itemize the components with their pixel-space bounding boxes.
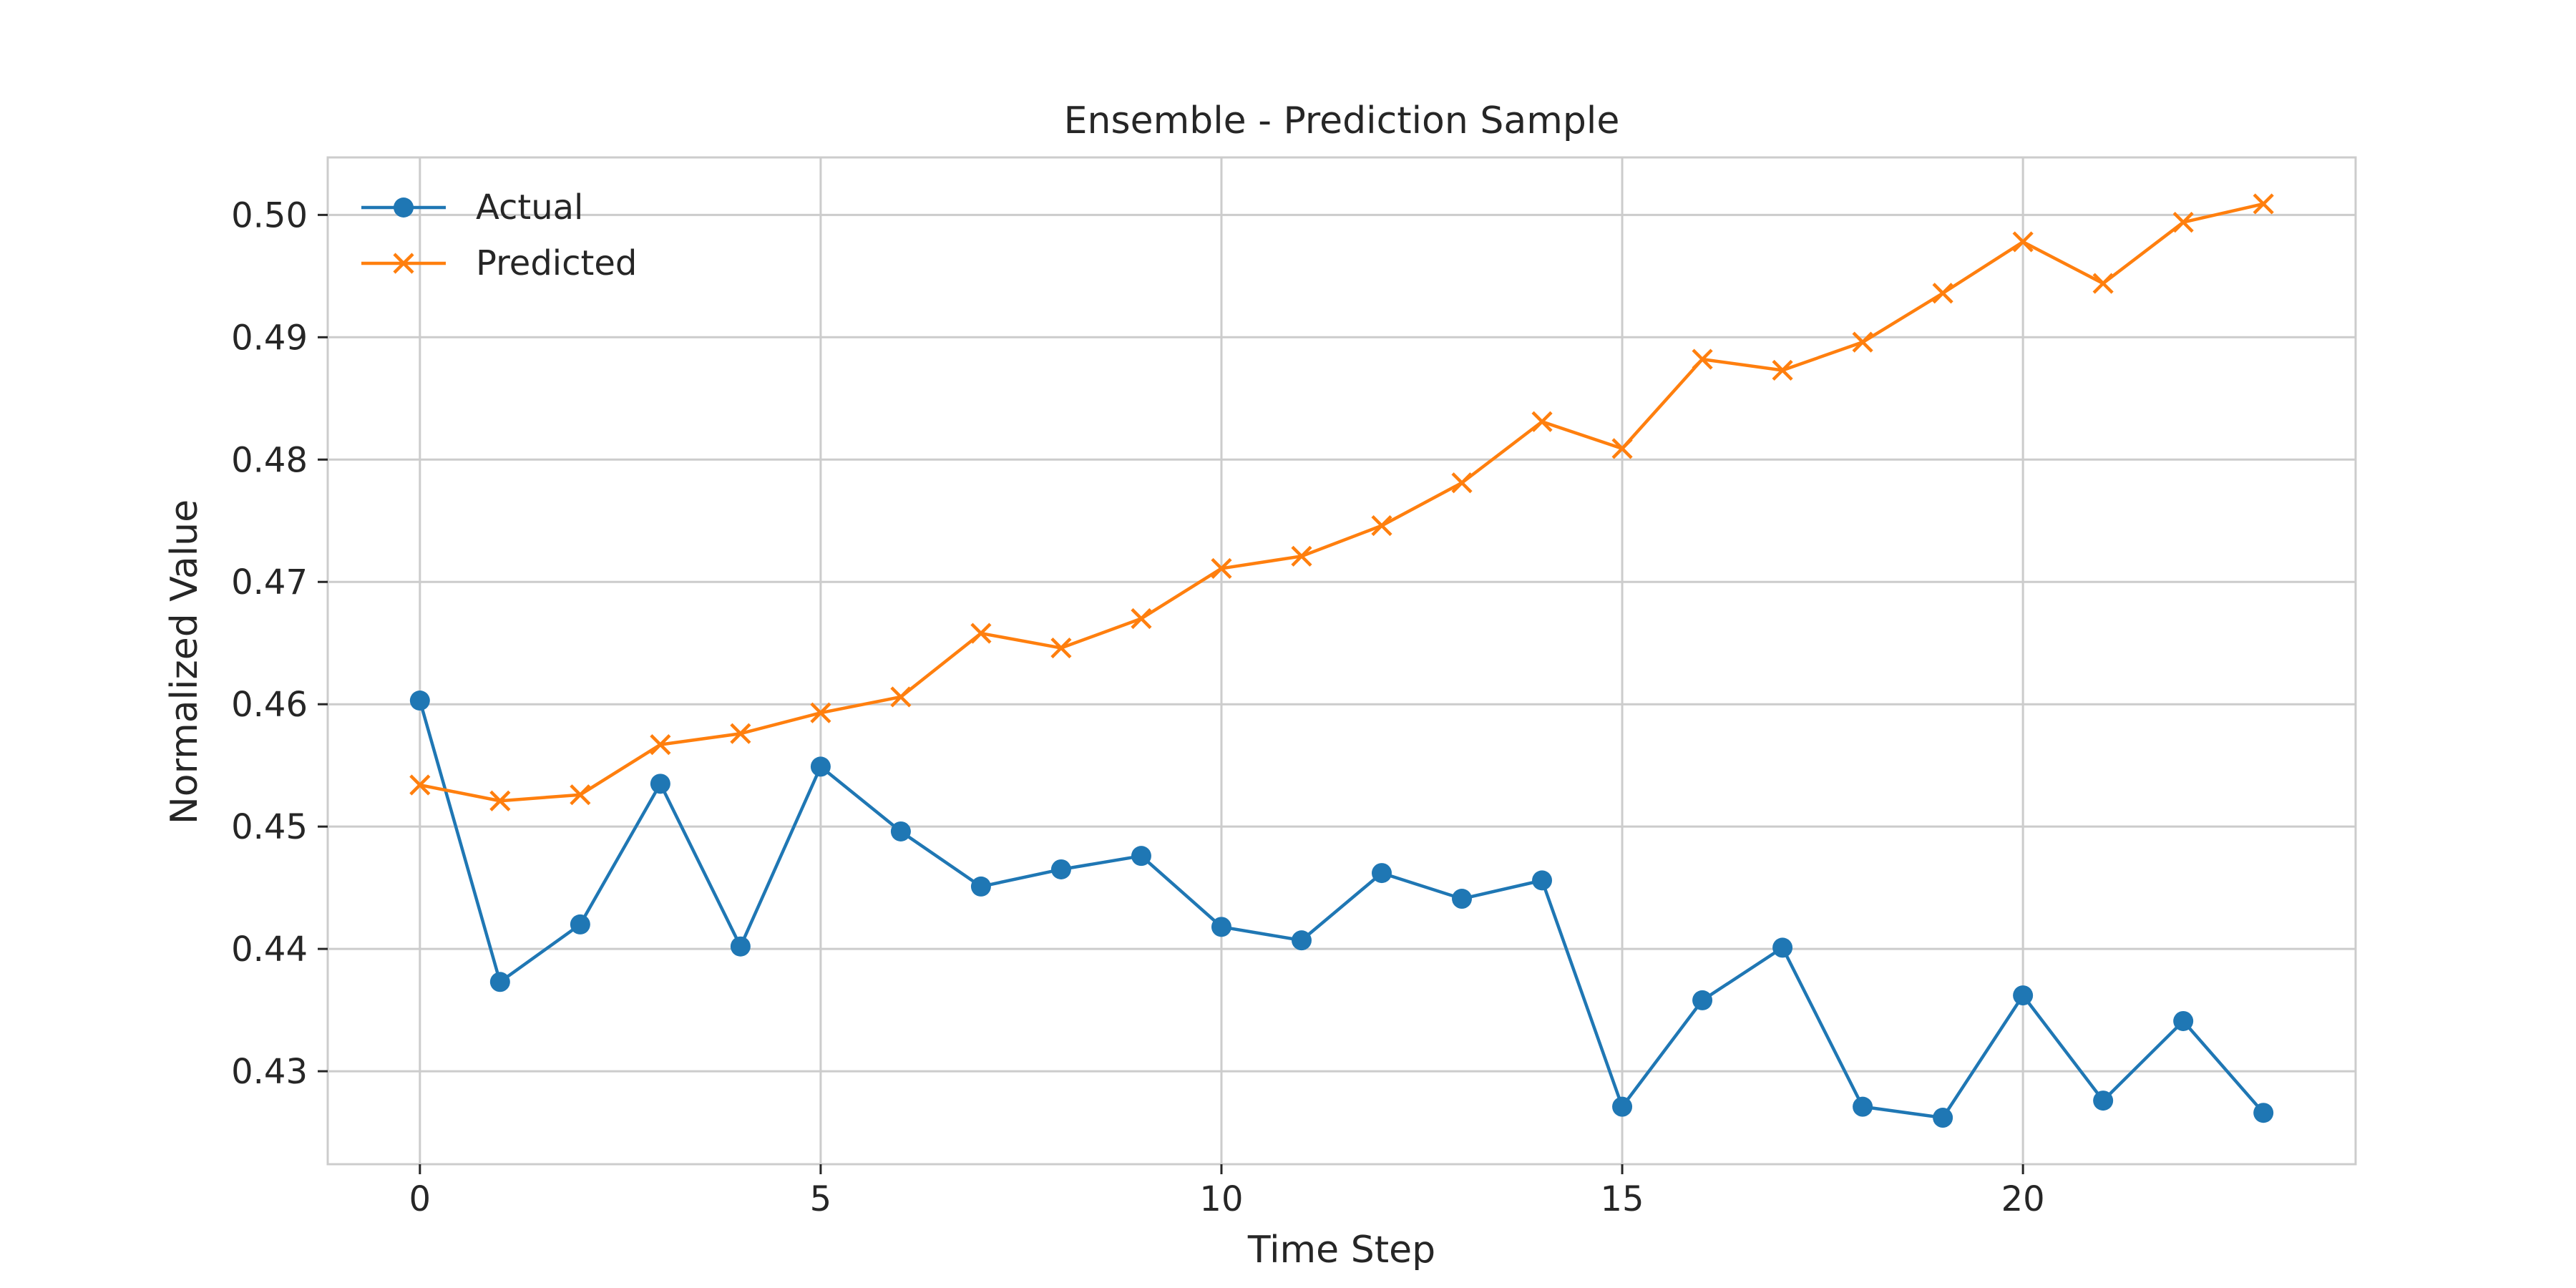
x-axis-label: Time Step (1247, 1229, 1435, 1272)
data-point-predicted (810, 702, 831, 723)
x-tick-label: 0 (409, 1179, 431, 1219)
data-point-predicted (890, 686, 912, 708)
data-point-actual (1050, 859, 1071, 879)
data-point-actual (1692, 990, 1713, 1010)
data-point-predicted (970, 623, 992, 644)
data-point-actual (570, 914, 590, 935)
data-point-actual (2093, 1091, 2114, 1111)
data-point-actual (810, 756, 831, 777)
data-point-actual (1291, 930, 1312, 951)
data-point-actual (1933, 1108, 1953, 1128)
x-tick-label: 20 (2001, 1179, 2045, 1219)
data-point-actual (2013, 985, 2034, 1006)
data-point-actual (730, 936, 751, 957)
plot-area-frame (326, 156, 2357, 1166)
y-axis-label: Normalized Value (163, 499, 206, 824)
x-tick-label: 5 (810, 1179, 832, 1219)
data-point-predicted (1050, 637, 1072, 659)
data-point-predicted (2172, 212, 2194, 233)
y-tick-label: 0.48 (231, 440, 308, 480)
data-point-predicted (1852, 331, 1873, 353)
data-point-predicted (409, 774, 431, 796)
data-point-actual (1131, 846, 1151, 867)
data-point-actual (489, 972, 510, 992)
data-point-predicted (1131, 608, 1152, 630)
data-point-predicted (730, 723, 751, 744)
data-point-actual (650, 774, 670, 794)
grid (328, 157, 2356, 1164)
data-point-predicted (1371, 514, 1392, 537)
data-point-actual (1772, 937, 1793, 958)
legend-label-predicted: Predicted (476, 243, 637, 283)
data-point-predicted (650, 734, 671, 756)
y-tick-label: 0.43 (231, 1052, 308, 1092)
axis-ticks: 0 5 10 15 20 0.43 0.44 0.45 0.46 0.47 0.48 0.49 0.50 (231, 195, 2045, 1219)
y-tick-label: 0.49 (231, 318, 308, 358)
data-point-predicted (1611, 438, 1633, 459)
data-point-predicted (1692, 348, 1713, 370)
series-line-actual (418, 700, 2265, 1120)
data-point-actual (1211, 917, 1231, 937)
data-point-actual (1372, 863, 1392, 884)
data-point-predicted (1451, 472, 1473, 494)
data-point-actual (2173, 1010, 2194, 1031)
data-point-predicted (2092, 273, 2114, 294)
data-point-actual (970, 876, 991, 897)
data-point-actual (409, 691, 430, 711)
y-tick-label: 0.44 (231, 930, 308, 970)
legend-marker-predicted (393, 253, 414, 274)
chart-title: Ensemble - Prediction Sample (1064, 99, 1620, 142)
data-point-predicted (1772, 359, 1793, 381)
y-tick-label: 0.47 (231, 562, 308, 602)
y-tick-label: 0.50 (231, 195, 308, 235)
series-line-predicted (419, 202, 2264, 803)
data-point-actual (2253, 1103, 2274, 1123)
data-point-predicted (1932, 283, 1953, 304)
legend-item-predicted: Predicted (361, 243, 637, 283)
data-point-actual (1532, 870, 1553, 891)
data-point-predicted (1291, 545, 1312, 567)
data-point-predicted (2012, 231, 2034, 253)
data-point-actual (890, 821, 911, 841)
data-point-predicted (1211, 557, 1232, 580)
x-tick-label: 15 (1601, 1179, 1644, 1219)
series-layer (409, 193, 2274, 1128)
y-tick-label: 0.46 (231, 685, 308, 725)
legend-label-actual: Actual (476, 187, 583, 228)
y-tick-label: 0.45 (231, 807, 308, 847)
data-point-predicted (489, 790, 511, 811)
data-point-predicted (570, 784, 591, 806)
legend-item-actual: Actual (361, 187, 583, 228)
data-point-actual (1853, 1096, 1873, 1117)
data-point-predicted (1531, 411, 1553, 432)
data-point-predicted (2253, 193, 2274, 215)
data-point-actual (1612, 1096, 1633, 1117)
legend-marker-actual (394, 197, 414, 218)
x-tick-label: 10 (1199, 1179, 1243, 1219)
data-point-actual (1452, 889, 1473, 909)
legend: Actual Predicted (361, 187, 637, 283)
